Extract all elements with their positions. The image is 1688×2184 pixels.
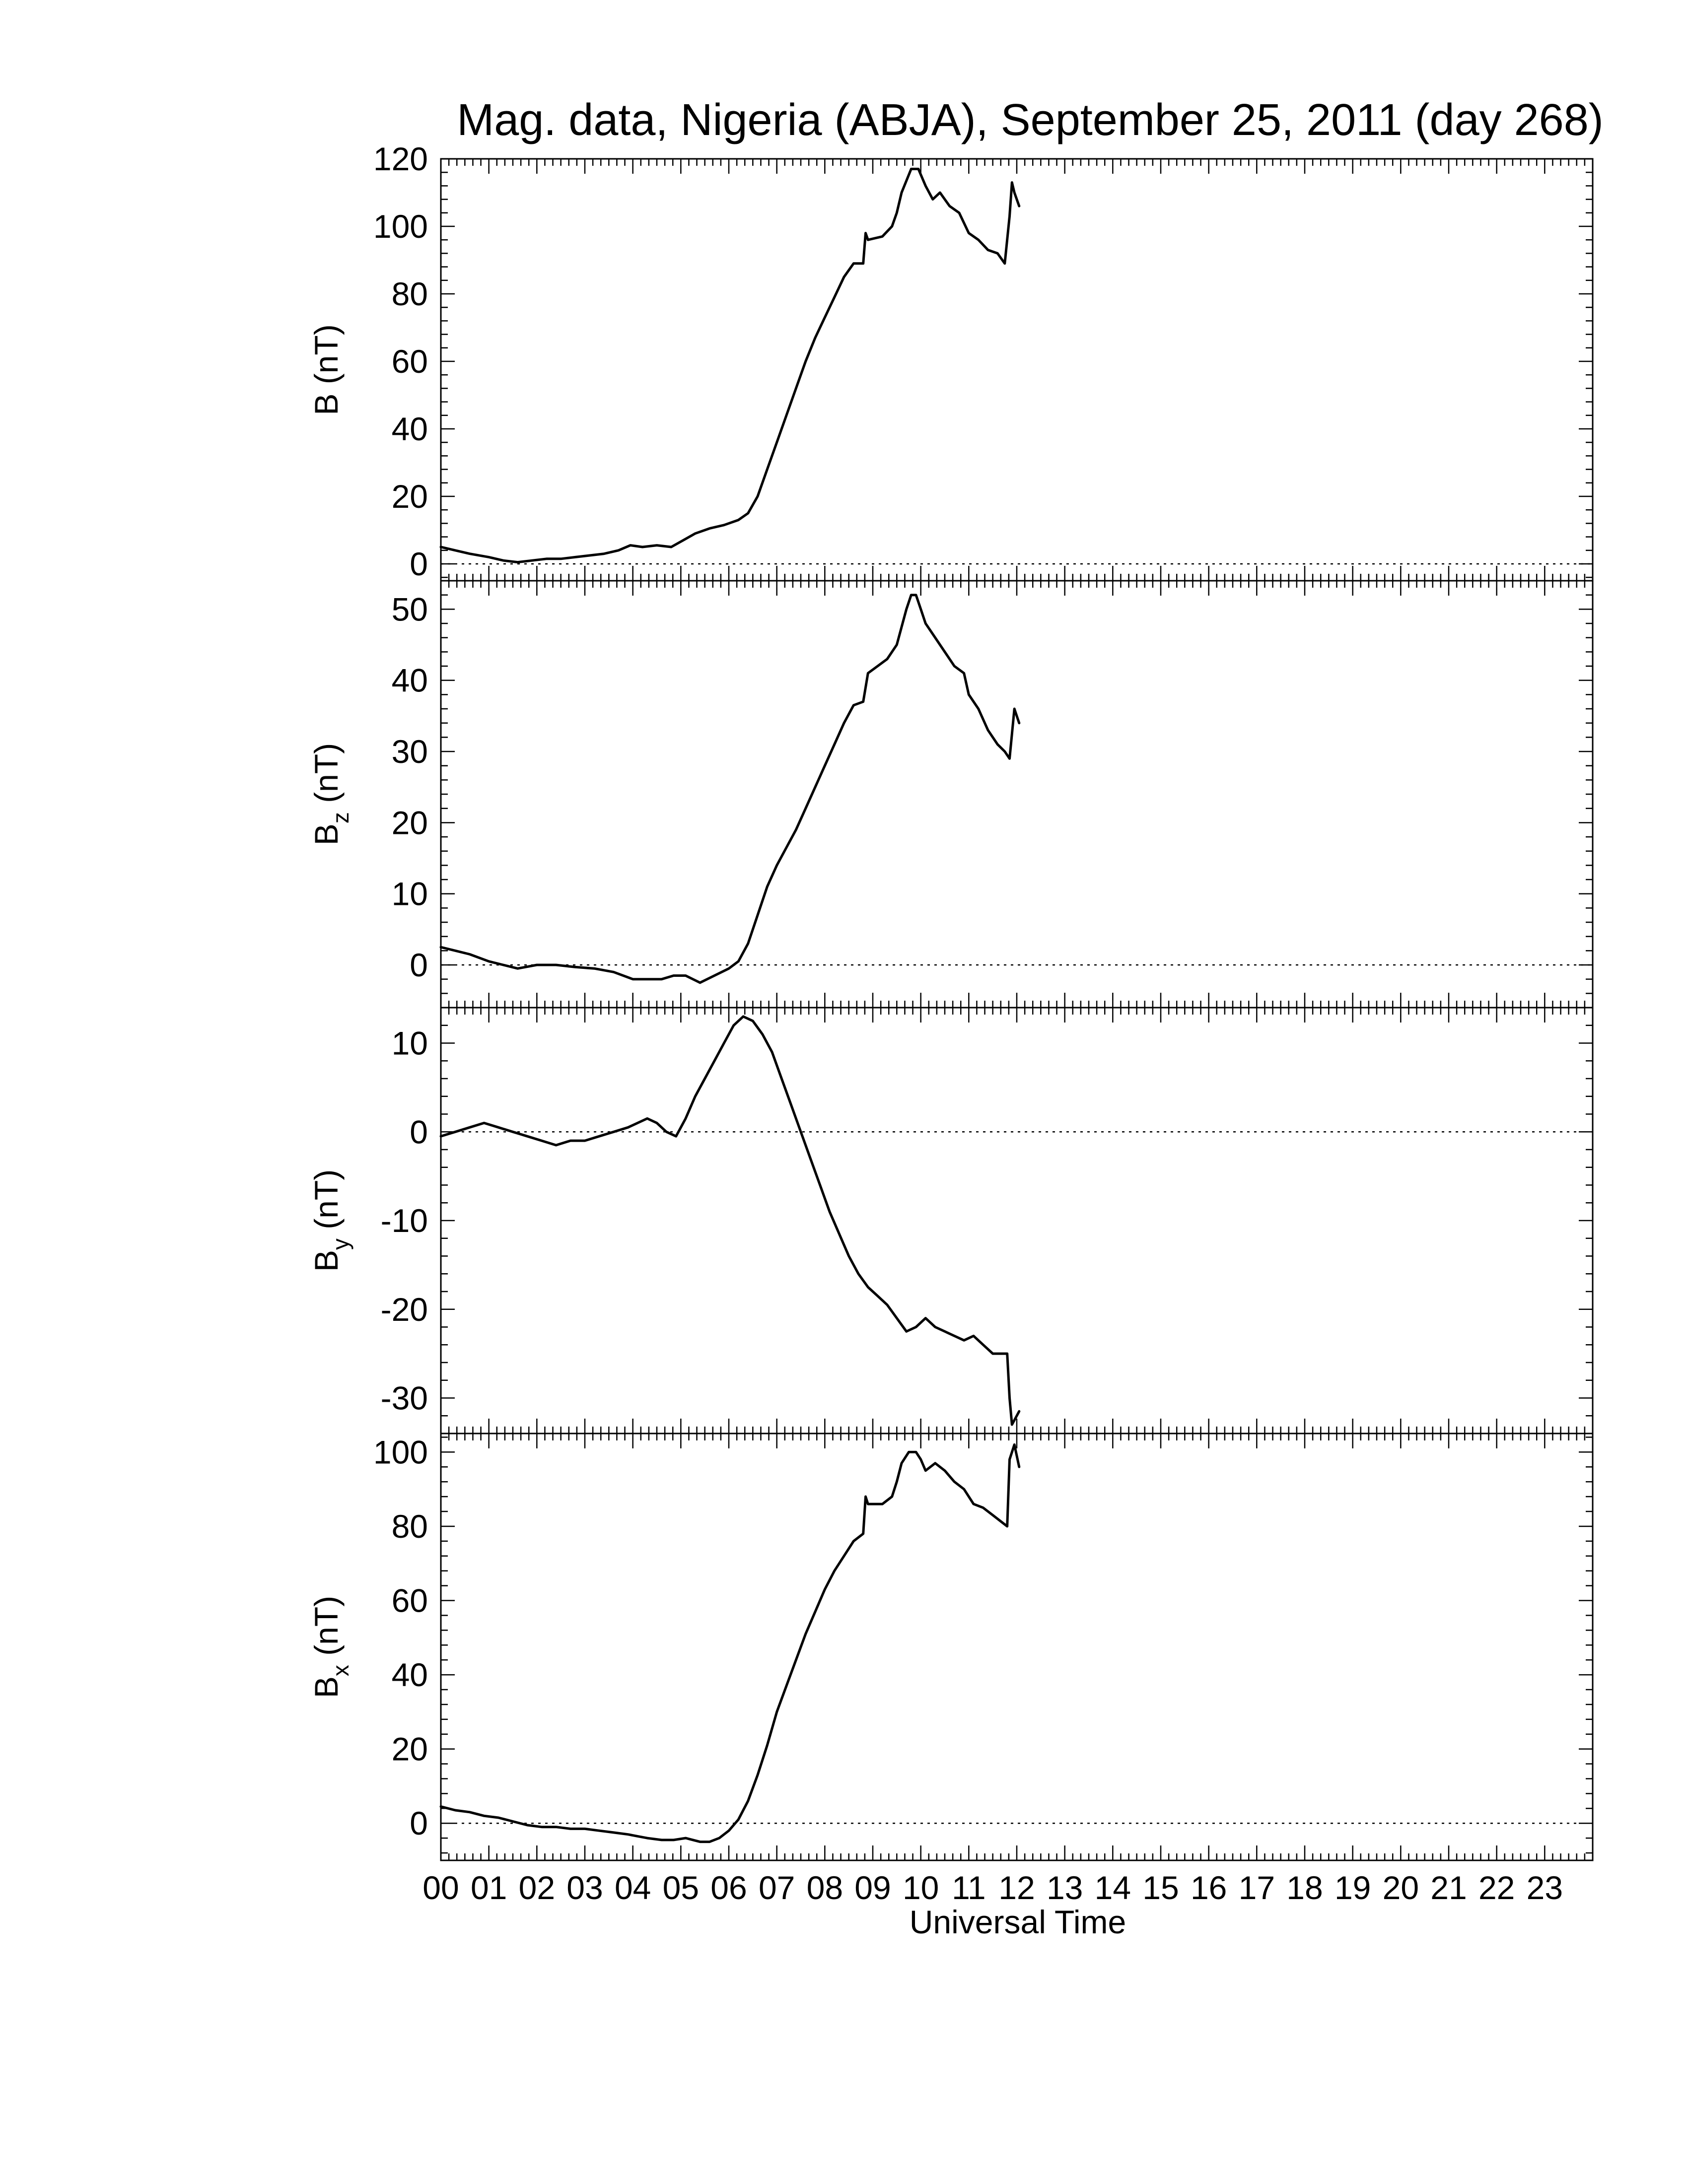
y-axis-title: B (nT) <box>308 324 345 415</box>
y-tick-label: 60 <box>392 343 428 380</box>
x-tick-label: 14 <box>1095 1869 1131 1906</box>
y-tick-label: 40 <box>392 1656 428 1693</box>
y-tick-label: 60 <box>392 1582 428 1619</box>
panel-Bz: 0 10 20 30 40 50 Bz (nT) <box>308 580 1594 1009</box>
panel-Bx: 0 20 40 60 80 100 Bx (nT) <box>308 1433 1594 1861</box>
y-tick-label: 100 <box>373 1433 428 1470</box>
y-tick-label: 0 <box>410 1113 428 1150</box>
y-axis-title-unit: (nT) <box>308 743 345 812</box>
x-tick-label: 11 <box>952 1869 986 1906</box>
x-tick-label: 22 <box>1478 1869 1515 1906</box>
y-axis-title-unit: (nT) <box>308 1169 345 1238</box>
x-tick-label: 05 <box>663 1869 699 1906</box>
y-axis-title-subscript: z <box>328 812 353 823</box>
y-axis-title: Bx (nT) <box>308 1596 353 1698</box>
y-axis-title: Bz (nT) <box>308 743 353 845</box>
x-tick-label: 20 <box>1383 1869 1419 1906</box>
chart-title: Mag. data, Nigeria (ABJA), September 25,… <box>457 95 1604 145</box>
y-tick-label: 0 <box>410 546 428 582</box>
y-tick-label: 20 <box>392 804 428 841</box>
x-tick-label: 06 <box>710 1869 747 1906</box>
panel-frame <box>440 158 1594 582</box>
y-axis-title-unit: (nT) <box>308 324 345 393</box>
x-tick-label: 03 <box>566 1869 603 1906</box>
y-axis-title-unit: (nT) <box>308 1596 345 1665</box>
panel-frame <box>440 580 1594 1009</box>
x-tick-label: 12 <box>998 1869 1035 1906</box>
y-tick-label: 20 <box>392 1731 428 1768</box>
panel-frame <box>440 1433 1594 1861</box>
x-tick-label: 10 <box>903 1869 939 1906</box>
series-line-B <box>439 167 1021 564</box>
y-tick-label: -10 <box>381 1202 428 1239</box>
y-tick-label: 0 <box>410 1805 428 1842</box>
x-axis-title: Universal Time <box>910 1904 1126 1940</box>
x-tick-label: 13 <box>1047 1869 1083 1906</box>
y-tick-label: 40 <box>392 662 428 699</box>
x-tick-label: 17 <box>1239 1869 1275 1906</box>
y-tick-label: 20 <box>392 478 428 515</box>
panel-B: 0 20 40 60 80 100 120 B (nT) <box>308 140 1594 582</box>
x-tick-labels: 00 01 02 03 04 05 06 07 08 09 10 11 12 13 14 15 16 17 18 19… <box>422 1869 1563 1906</box>
x-tick-label: 18 <box>1286 1869 1323 1906</box>
x-tick-label: 19 <box>1335 1869 1371 1906</box>
x-tick-label: 09 <box>854 1869 891 1906</box>
y-axis-title-main: B <box>308 823 345 845</box>
y-tick-label: -20 <box>381 1291 428 1328</box>
y-tick-label: 120 <box>373 140 428 177</box>
x-tick-label: 15 <box>1142 1869 1179 1906</box>
y-axis-title-subscript: y <box>328 1238 353 1250</box>
x-tick-label: 23 <box>1527 1869 1563 1906</box>
x-tick-label: 07 <box>759 1869 795 1906</box>
y-axis-title-subscript: x <box>328 1665 353 1676</box>
x-tick-label: 04 <box>615 1869 651 1906</box>
y-tick-label: 10 <box>392 876 428 912</box>
x-tick-label: 01 <box>471 1869 507 1906</box>
x-tick-label: 08 <box>807 1869 843 1906</box>
panel-By: -30 -20 -10 0 10 By (nT) <box>308 1007 1594 1434</box>
y-axis-title: By (nT) <box>308 1169 353 1272</box>
series-line-Bx <box>439 1443 1021 1843</box>
y-tick-label: 10 <box>392 1025 428 1062</box>
y-tick-label: 30 <box>392 733 428 770</box>
series-line-By <box>439 1015 1021 1426</box>
series-line-Bz <box>439 594 1021 984</box>
y-tick-label: 100 <box>373 208 428 245</box>
x-tick-label: 21 <box>1430 1869 1467 1906</box>
y-tick-label: 0 <box>410 947 428 983</box>
x-tick-label: 16 <box>1191 1869 1227 1906</box>
x-tick-label: 02 <box>519 1869 555 1906</box>
x-tick-label: 00 <box>422 1869 459 1906</box>
y-tick-label: 40 <box>392 410 428 447</box>
y-tick-label: 50 <box>392 591 428 627</box>
panel-frame <box>440 1007 1594 1434</box>
y-tick-label: 80 <box>392 1508 428 1545</box>
y-axis-title-main: B <box>308 1250 345 1272</box>
y-axis-title-main: B <box>308 1676 345 1698</box>
y-tick-label: 80 <box>392 275 428 312</box>
y-axis-title-main: B <box>308 394 345 415</box>
y-tick-label: -30 <box>381 1380 428 1417</box>
